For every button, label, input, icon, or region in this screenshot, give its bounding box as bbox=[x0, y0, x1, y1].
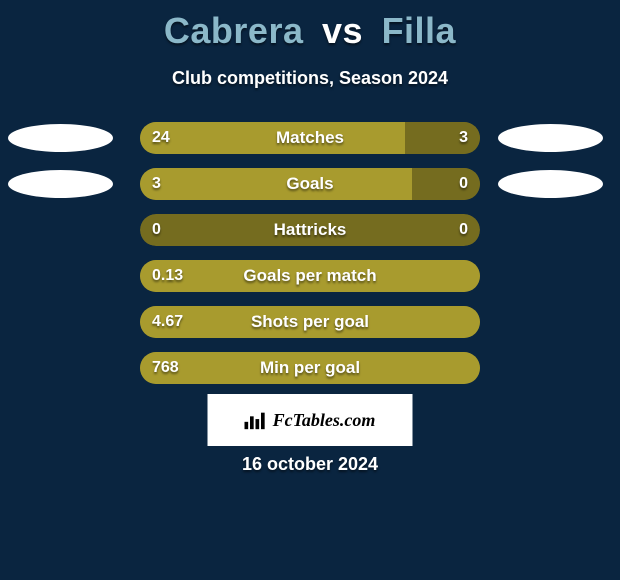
stat-label: Hattricks bbox=[140, 214, 480, 246]
stat-value-left: 0.13 bbox=[152, 260, 183, 292]
stat-label: Shots per goal bbox=[140, 306, 480, 338]
stat-row: Shots per goal4.67 bbox=[140, 306, 480, 338]
stat-label: Matches bbox=[140, 122, 480, 154]
stat-row: Matches24 3 bbox=[140, 122, 480, 154]
stat-value-right: 0 bbox=[459, 214, 468, 246]
subtitle: Club competitions, Season 2024 bbox=[0, 68, 620, 89]
title-player2: Filla bbox=[382, 10, 457, 51]
stat-value-right: 0 bbox=[459, 168, 468, 200]
player-oval bbox=[8, 124, 113, 152]
stat-row: Goals3 0 bbox=[140, 168, 480, 200]
page-title: Cabrera vs Filla bbox=[0, 0, 620, 52]
player-oval bbox=[8, 170, 113, 198]
date: 16 october 2024 bbox=[0, 454, 620, 475]
stat-value-left: 768 bbox=[152, 352, 179, 384]
title-player1: Cabrera bbox=[164, 10, 304, 51]
stat-label: Goals bbox=[140, 168, 480, 200]
stat-row: Min per goal768 bbox=[140, 352, 480, 384]
stat-row: Goals per match0.13 bbox=[140, 260, 480, 292]
title-vs: vs bbox=[322, 10, 363, 51]
stats-rows: Matches243Goals30Hattricks00Goals per ma… bbox=[140, 122, 480, 398]
logo-text: FcTables.com bbox=[273, 410, 376, 431]
stat-value-left: 24 bbox=[152, 122, 170, 154]
stat-row: Hattricks0 0 bbox=[140, 214, 480, 246]
player-oval bbox=[498, 170, 603, 198]
stat-label: Min per goal bbox=[140, 352, 480, 384]
logo-box: FcTables.com bbox=[208, 394, 413, 446]
player-oval bbox=[498, 124, 603, 152]
bars-icon bbox=[245, 410, 267, 430]
stat-value-left: 4.67 bbox=[152, 306, 183, 338]
stat-value-right: 3 bbox=[459, 122, 468, 154]
stat-value-left: 3 bbox=[152, 168, 161, 200]
stat-label: Goals per match bbox=[140, 260, 480, 292]
stat-value-left: 0 bbox=[152, 214, 161, 246]
